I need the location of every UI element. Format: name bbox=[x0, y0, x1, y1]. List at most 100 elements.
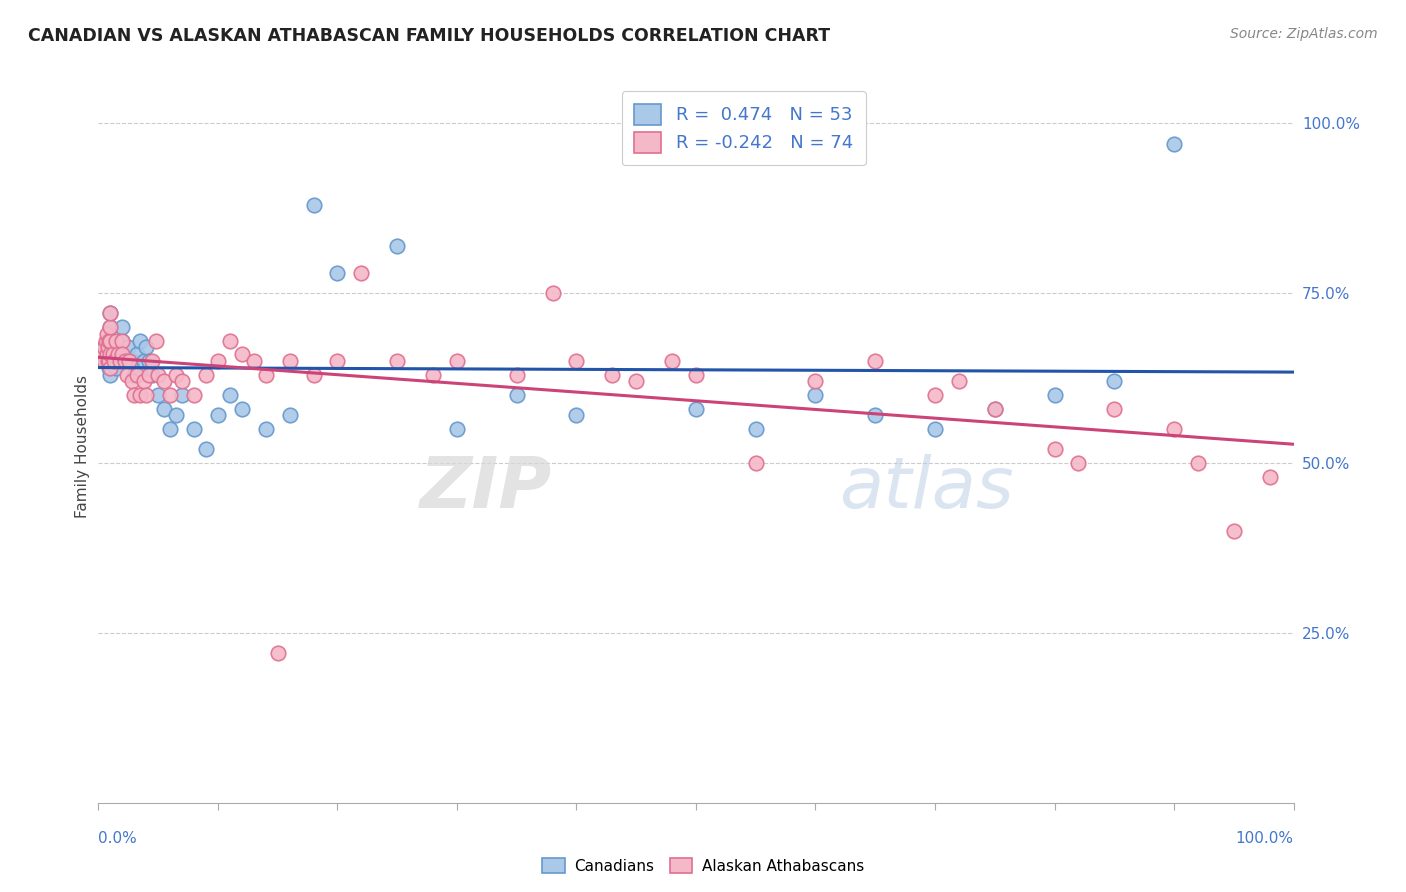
Point bbox=[326, 354, 349, 368]
Point bbox=[98, 306, 122, 320]
Point bbox=[231, 347, 253, 361]
Point bbox=[661, 354, 683, 368]
Point bbox=[111, 334, 134, 348]
Point bbox=[172, 388, 194, 402]
Text: CANADIAN VS ALASKAN ATHABASCAN FAMILY HOUSEHOLDS CORRELATION CHART: CANADIAN VS ALASKAN ATHABASCAN FAMILY HO… bbox=[28, 27, 831, 45]
Point bbox=[153, 401, 176, 416]
Point bbox=[138, 368, 160, 382]
Point bbox=[98, 334, 122, 348]
Point bbox=[865, 409, 887, 423]
Point bbox=[219, 388, 242, 402]
Point bbox=[93, 354, 115, 368]
Point bbox=[984, 401, 1007, 416]
Point bbox=[506, 368, 529, 382]
Point bbox=[1163, 136, 1185, 151]
Point bbox=[141, 354, 163, 368]
Point bbox=[278, 409, 301, 423]
Point bbox=[124, 368, 146, 382]
Point bbox=[101, 347, 124, 361]
Point bbox=[132, 375, 155, 389]
Point bbox=[118, 354, 141, 368]
Point bbox=[219, 334, 242, 348]
Point bbox=[195, 442, 218, 457]
Point bbox=[148, 388, 170, 402]
Point bbox=[98, 334, 121, 348]
Point bbox=[105, 360, 128, 375]
Point bbox=[121, 375, 143, 389]
Point bbox=[98, 306, 122, 320]
Point bbox=[125, 368, 148, 382]
Point bbox=[96, 347, 118, 361]
Point bbox=[93, 341, 115, 355]
Point bbox=[111, 320, 134, 334]
Point bbox=[125, 347, 148, 361]
Point bbox=[385, 354, 409, 368]
Point bbox=[165, 368, 187, 382]
Text: 0.0%: 0.0% bbox=[98, 831, 138, 847]
Legend: R =  0.474   N = 53, R = -0.242   N = 74: R = 0.474 N = 53, R = -0.242 N = 74 bbox=[621, 91, 866, 165]
Point bbox=[207, 409, 229, 423]
Legend: Canadians, Alaskan Athabascans: Canadians, Alaskan Athabascans bbox=[536, 852, 870, 880]
Point bbox=[278, 354, 301, 368]
Point bbox=[98, 347, 122, 361]
Point bbox=[602, 368, 624, 382]
Point bbox=[302, 368, 325, 382]
Point bbox=[243, 354, 266, 368]
Point bbox=[138, 354, 160, 368]
Point bbox=[111, 347, 134, 361]
Point bbox=[93, 354, 115, 368]
Point bbox=[1104, 401, 1126, 416]
Point bbox=[183, 422, 205, 436]
Point bbox=[326, 266, 349, 280]
Point bbox=[105, 334, 128, 348]
Point bbox=[565, 354, 588, 368]
Point bbox=[1258, 469, 1281, 483]
Point bbox=[96, 334, 118, 348]
Point bbox=[98, 368, 122, 382]
Point bbox=[111, 334, 134, 348]
Point bbox=[108, 347, 131, 361]
Point bbox=[94, 334, 117, 348]
Point bbox=[97, 347, 120, 361]
Y-axis label: Family Households: Family Households bbox=[75, 375, 90, 517]
Point bbox=[1043, 388, 1066, 402]
Point bbox=[506, 388, 529, 402]
Point bbox=[446, 354, 468, 368]
Point bbox=[924, 388, 946, 402]
Point bbox=[97, 354, 120, 368]
Point bbox=[626, 375, 648, 389]
Point bbox=[350, 266, 373, 280]
Point bbox=[254, 422, 277, 436]
Point bbox=[948, 375, 970, 389]
Point bbox=[1043, 442, 1066, 457]
Point bbox=[114, 354, 136, 368]
Point bbox=[745, 456, 768, 470]
Point bbox=[254, 368, 277, 382]
Point bbox=[685, 368, 707, 382]
Point bbox=[98, 360, 121, 375]
Text: 100.0%: 100.0% bbox=[1236, 831, 1294, 847]
Point bbox=[129, 388, 152, 402]
Point bbox=[865, 354, 887, 368]
Point bbox=[541, 286, 564, 301]
Point bbox=[1187, 456, 1209, 470]
Text: ZIP: ZIP bbox=[420, 454, 553, 524]
Point bbox=[98, 354, 122, 368]
Point bbox=[1104, 375, 1126, 389]
Point bbox=[153, 375, 176, 389]
Point bbox=[145, 334, 167, 348]
Point bbox=[195, 368, 218, 382]
Point bbox=[97, 341, 120, 355]
Point bbox=[135, 388, 157, 402]
Point bbox=[124, 388, 146, 402]
Point bbox=[98, 354, 121, 368]
Text: Source: ZipAtlas.com: Source: ZipAtlas.com bbox=[1230, 27, 1378, 41]
Point bbox=[101, 334, 124, 348]
Point bbox=[1067, 456, 1090, 470]
Point bbox=[685, 401, 707, 416]
Point bbox=[117, 341, 139, 355]
Point bbox=[231, 401, 253, 416]
Point bbox=[804, 375, 827, 389]
Point bbox=[114, 354, 136, 368]
Point bbox=[115, 368, 138, 382]
